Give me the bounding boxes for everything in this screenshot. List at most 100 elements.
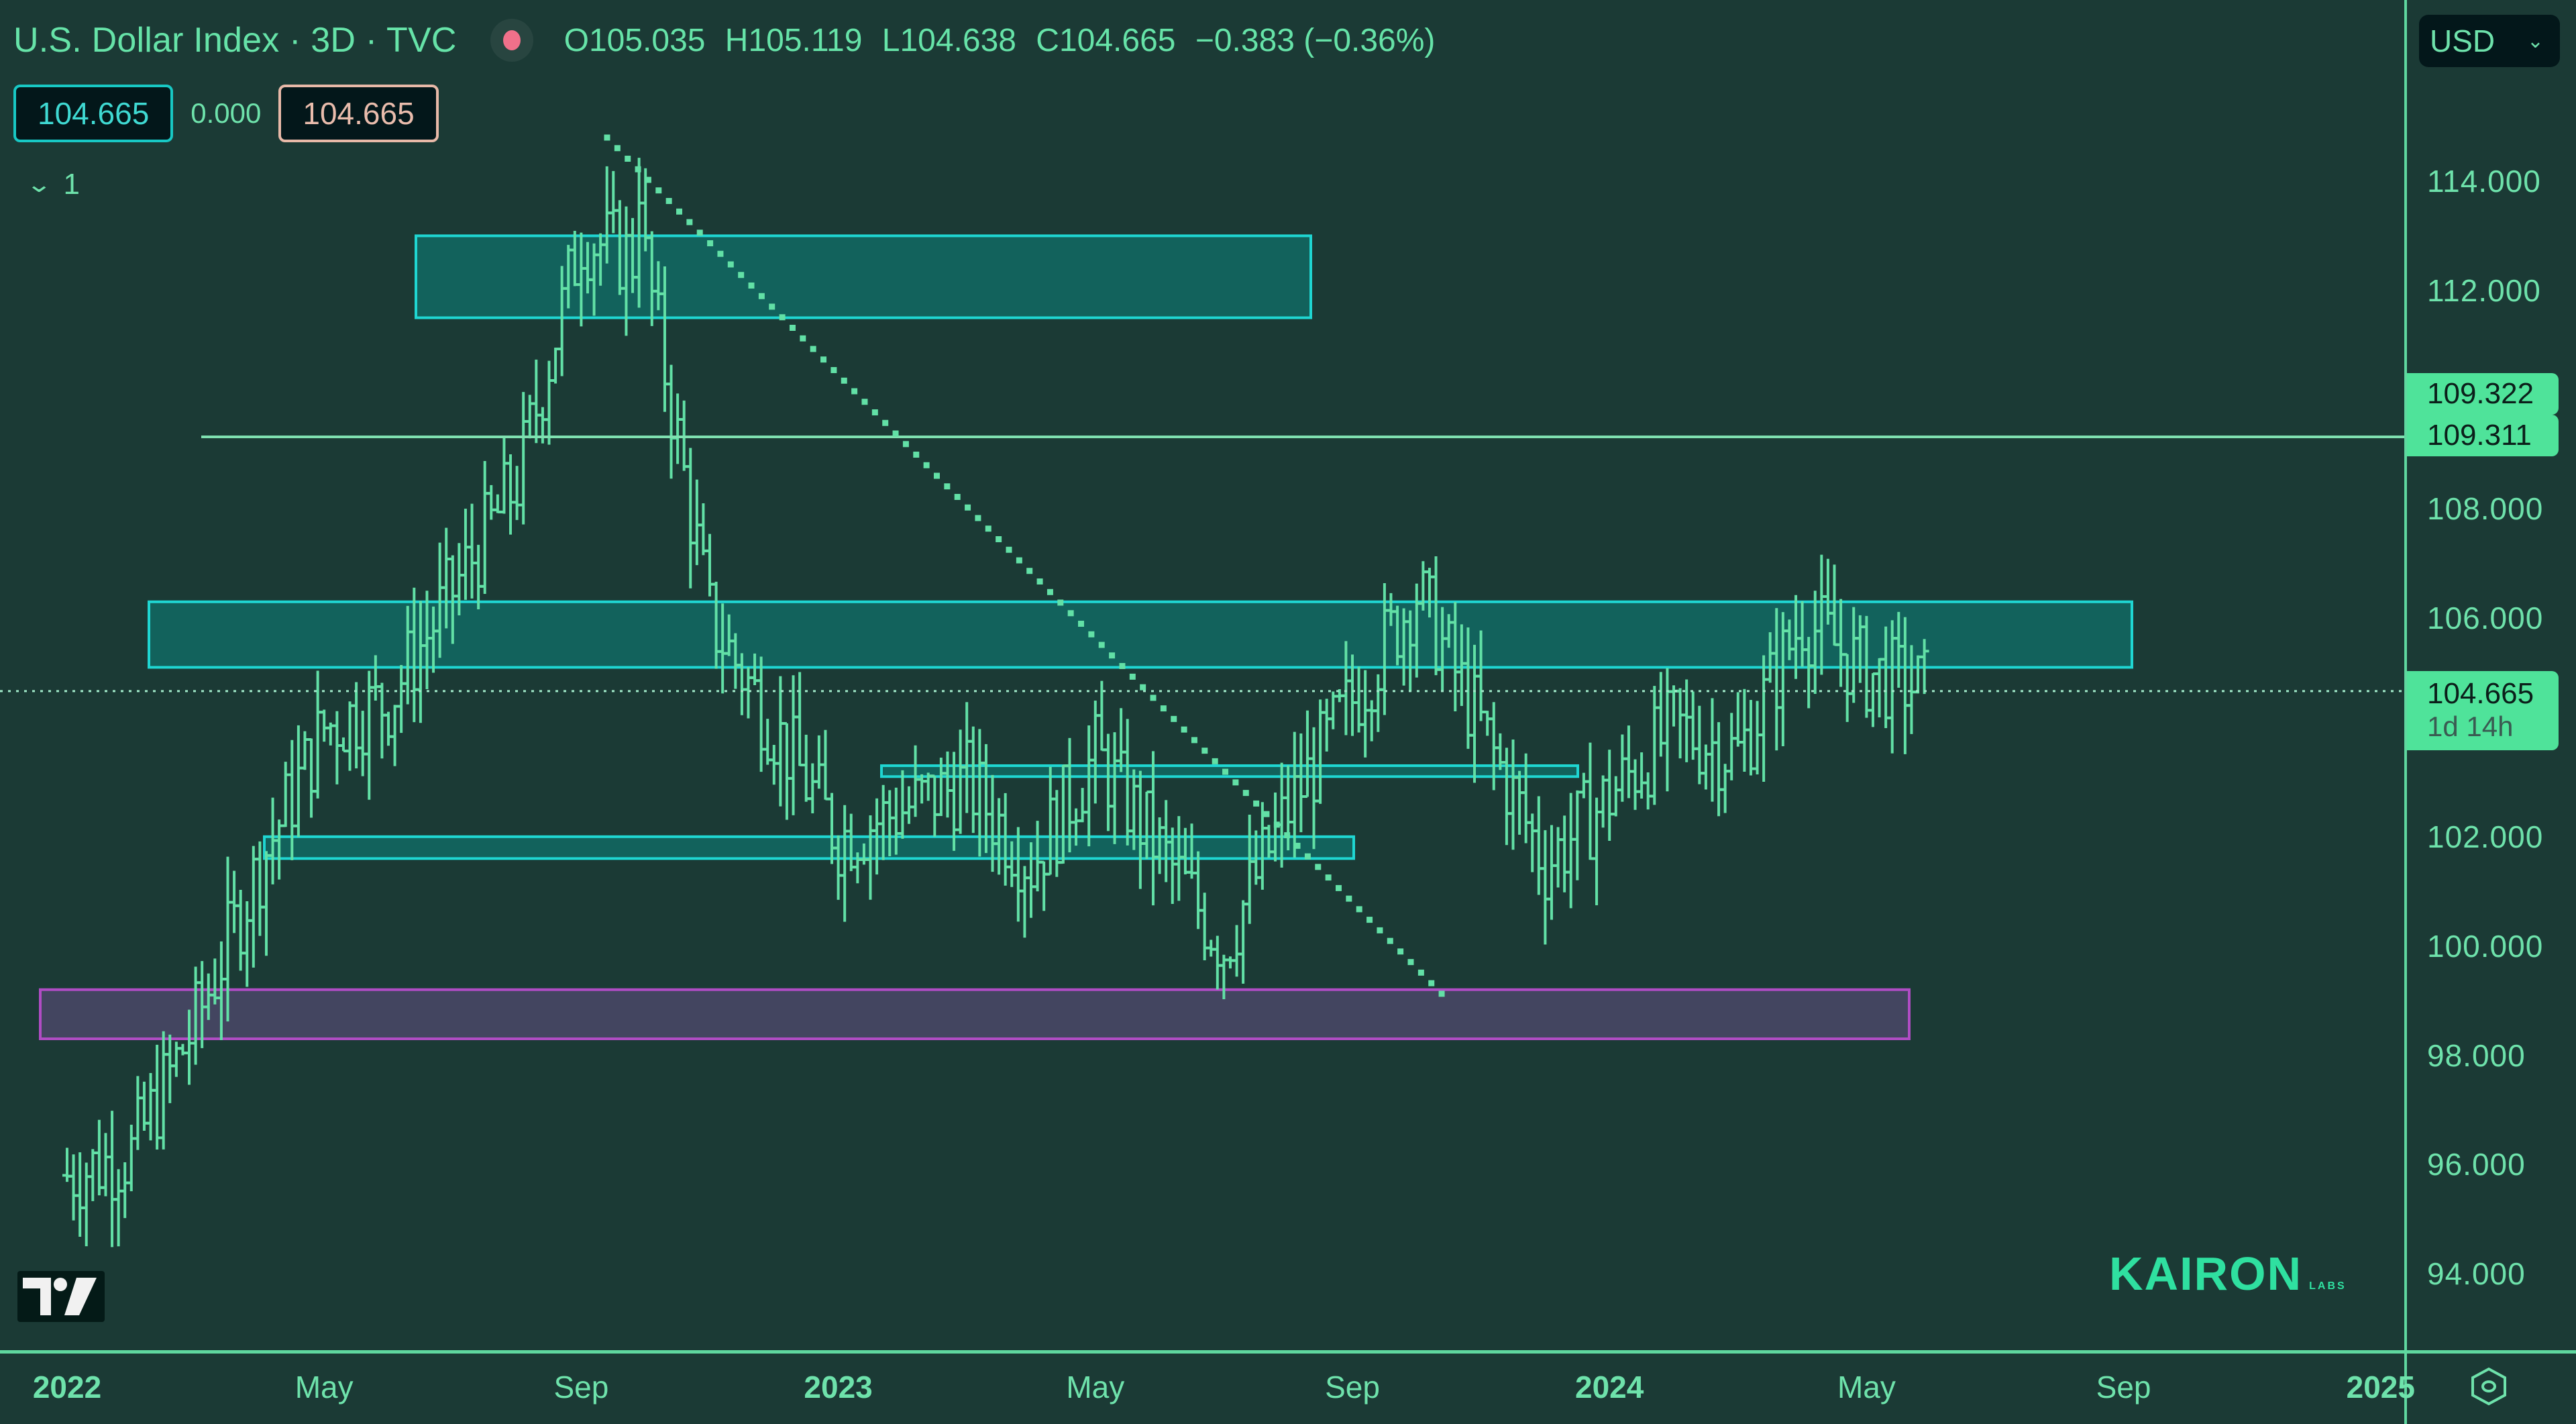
ohlc-bar bbox=[1296, 733, 1306, 833]
ohlc-bar bbox=[158, 1031, 168, 1150]
ohlc-bar bbox=[551, 347, 561, 384]
ohlc-bar bbox=[101, 1133, 111, 1197]
ohlc-bar bbox=[377, 682, 387, 759]
ohlc-bar bbox=[261, 851, 271, 956]
ohlc-bar bbox=[1366, 700, 1377, 742]
watermark-logo: KAIRON LABS bbox=[2109, 1247, 2347, 1301]
ohlc-bar bbox=[1714, 722, 1724, 817]
ohlc-bar bbox=[338, 737, 348, 753]
trade-price-row: 104.665 0.000 104.665 bbox=[13, 85, 439, 142]
indicators-toggle[interactable]: ⌄ 1 bbox=[25, 168, 80, 201]
ohlc-bar bbox=[820, 729, 830, 801]
ohlc-bar bbox=[126, 1124, 136, 1192]
ohlc-bar bbox=[840, 805, 850, 922]
low-value: L104.638 bbox=[881, 22, 1016, 58]
ohlc-bar bbox=[1039, 860, 1049, 911]
ohlc-bar bbox=[1675, 688, 1685, 759]
price-tick: 100.000 bbox=[2427, 929, 2544, 964]
ohlc-bar bbox=[474, 544, 484, 609]
ohlc-bar bbox=[68, 1154, 78, 1221]
ohlc-bar bbox=[512, 466, 522, 520]
ohlc-bar bbox=[1701, 744, 1711, 790]
settings-icon[interactable] bbox=[2470, 1366, 2508, 1407]
ohlc-bar bbox=[519, 392, 529, 525]
ohlc-bar bbox=[686, 448, 696, 589]
ohlc-bar bbox=[107, 1111, 117, 1248]
buy-price-button[interactable]: 104.665 bbox=[278, 85, 439, 142]
ohlc-bar bbox=[1244, 814, 1254, 924]
ohlc-bar bbox=[280, 762, 290, 827]
ohlc-bar bbox=[968, 726, 978, 833]
market-status-indicator[interactable] bbox=[490, 19, 533, 62]
ohlc-bar bbox=[1752, 701, 1762, 775]
ohlc-bar bbox=[1623, 725, 1633, 799]
chart-canvas[interactable] bbox=[0, 0, 2404, 1350]
bar-countdown: 1d 14h bbox=[2427, 711, 2514, 742]
ohlc-bar bbox=[698, 503, 708, 556]
ohlc-bar bbox=[1084, 725, 1094, 847]
ohlc-bar bbox=[1733, 692, 1743, 747]
ohlc-bar bbox=[1611, 776, 1621, 817]
resistance-zone bbox=[415, 234, 1312, 319]
time-tick: 2023 bbox=[804, 1370, 873, 1405]
ohlc-bar bbox=[313, 670, 323, 799]
ohlc-bar bbox=[1508, 740, 1518, 850]
ohlc-bar bbox=[293, 725, 303, 837]
ohlc-bar bbox=[756, 656, 766, 772]
ohlc-bar bbox=[152, 1044, 162, 1150]
ohlc-bar bbox=[1566, 793, 1576, 909]
currency-value: USD bbox=[2430, 23, 2496, 58]
ohlc-bar bbox=[1354, 666, 1364, 733]
last-price-value: 104.665 bbox=[2427, 677, 2534, 710]
ohlc-bar bbox=[1515, 770, 1525, 835]
ohlc-bar bbox=[332, 711, 342, 784]
price-tick: 102.000 bbox=[2427, 819, 2544, 854]
currency-select[interactable]: USD ⌄ bbox=[2419, 15, 2560, 67]
ohlc-bar bbox=[499, 438, 509, 514]
ohlc-bar bbox=[88, 1149, 98, 1201]
ohlc-bar bbox=[506, 454, 516, 535]
resistance-zone bbox=[263, 835, 1355, 860]
ohlc-bar bbox=[248, 846, 258, 968]
ohlc-bar bbox=[1585, 742, 1595, 860]
ohlc-bar bbox=[1553, 827, 1563, 888]
ohlc-bar bbox=[1110, 732, 1120, 844]
ohlc-bar bbox=[1225, 956, 1235, 969]
time-tick: 2024 bbox=[1575, 1370, 1644, 1405]
resistance-zone bbox=[880, 764, 1579, 778]
ohlc-bar bbox=[1483, 710, 1493, 736]
level-price-label[interactable]: 109.322 bbox=[2407, 373, 2559, 415]
status-dot-icon bbox=[502, 30, 521, 50]
ohlc-bar bbox=[775, 676, 786, 807]
ohlc-bar bbox=[608, 170, 619, 234]
ohlc-bar bbox=[171, 1041, 181, 1077]
time-tick: May bbox=[1837, 1370, 1896, 1405]
time-axis-border bbox=[0, 1350, 2576, 1354]
ohlc-bar bbox=[384, 711, 393, 746]
ohlc-bar bbox=[319, 709, 329, 742]
chart-legend: U.S. Dollar Index · 3D · TVC O105.035 H1… bbox=[13, 19, 1446, 62]
ohlc-bar bbox=[917, 774, 927, 804]
level-price-label[interactable]: 109.311 bbox=[2407, 415, 2559, 456]
ohlc-bar bbox=[1546, 825, 1556, 920]
ohlc-bar bbox=[1212, 935, 1222, 990]
ohlc-values: O105.035 H105.119 L104.638 C104.665 −0.3… bbox=[564, 22, 1446, 59]
ohlc-bar bbox=[763, 719, 773, 765]
ohlc-bar bbox=[1373, 674, 1383, 732]
ohlc-bar bbox=[1598, 775, 1608, 828]
ohlc-bar bbox=[146, 1073, 156, 1141]
tradingview-logo-icon[interactable] bbox=[17, 1271, 105, 1322]
ohlc-bar bbox=[943, 751, 953, 818]
chevron-down-icon: ⌄ bbox=[2526, 30, 2544, 52]
last-price-label[interactable]: 104.665 1d 14h bbox=[2407, 671, 2559, 750]
spread-value: 0.000 bbox=[191, 97, 262, 129]
ohlc-bar bbox=[242, 901, 252, 987]
sell-price-button[interactable]: 104.665 bbox=[13, 85, 174, 142]
ohlc-bar bbox=[486, 485, 496, 520]
ohlc-bar bbox=[1637, 752, 1647, 799]
ohlc-bar bbox=[1868, 672, 1878, 727]
symbol-title[interactable]: U.S. Dollar Index · 3D · TVC bbox=[13, 21, 457, 60]
ohlc-bar bbox=[1309, 727, 1319, 850]
watermark-sub: LABS bbox=[2309, 1280, 2347, 1292]
ohlc-bar bbox=[390, 705, 400, 766]
